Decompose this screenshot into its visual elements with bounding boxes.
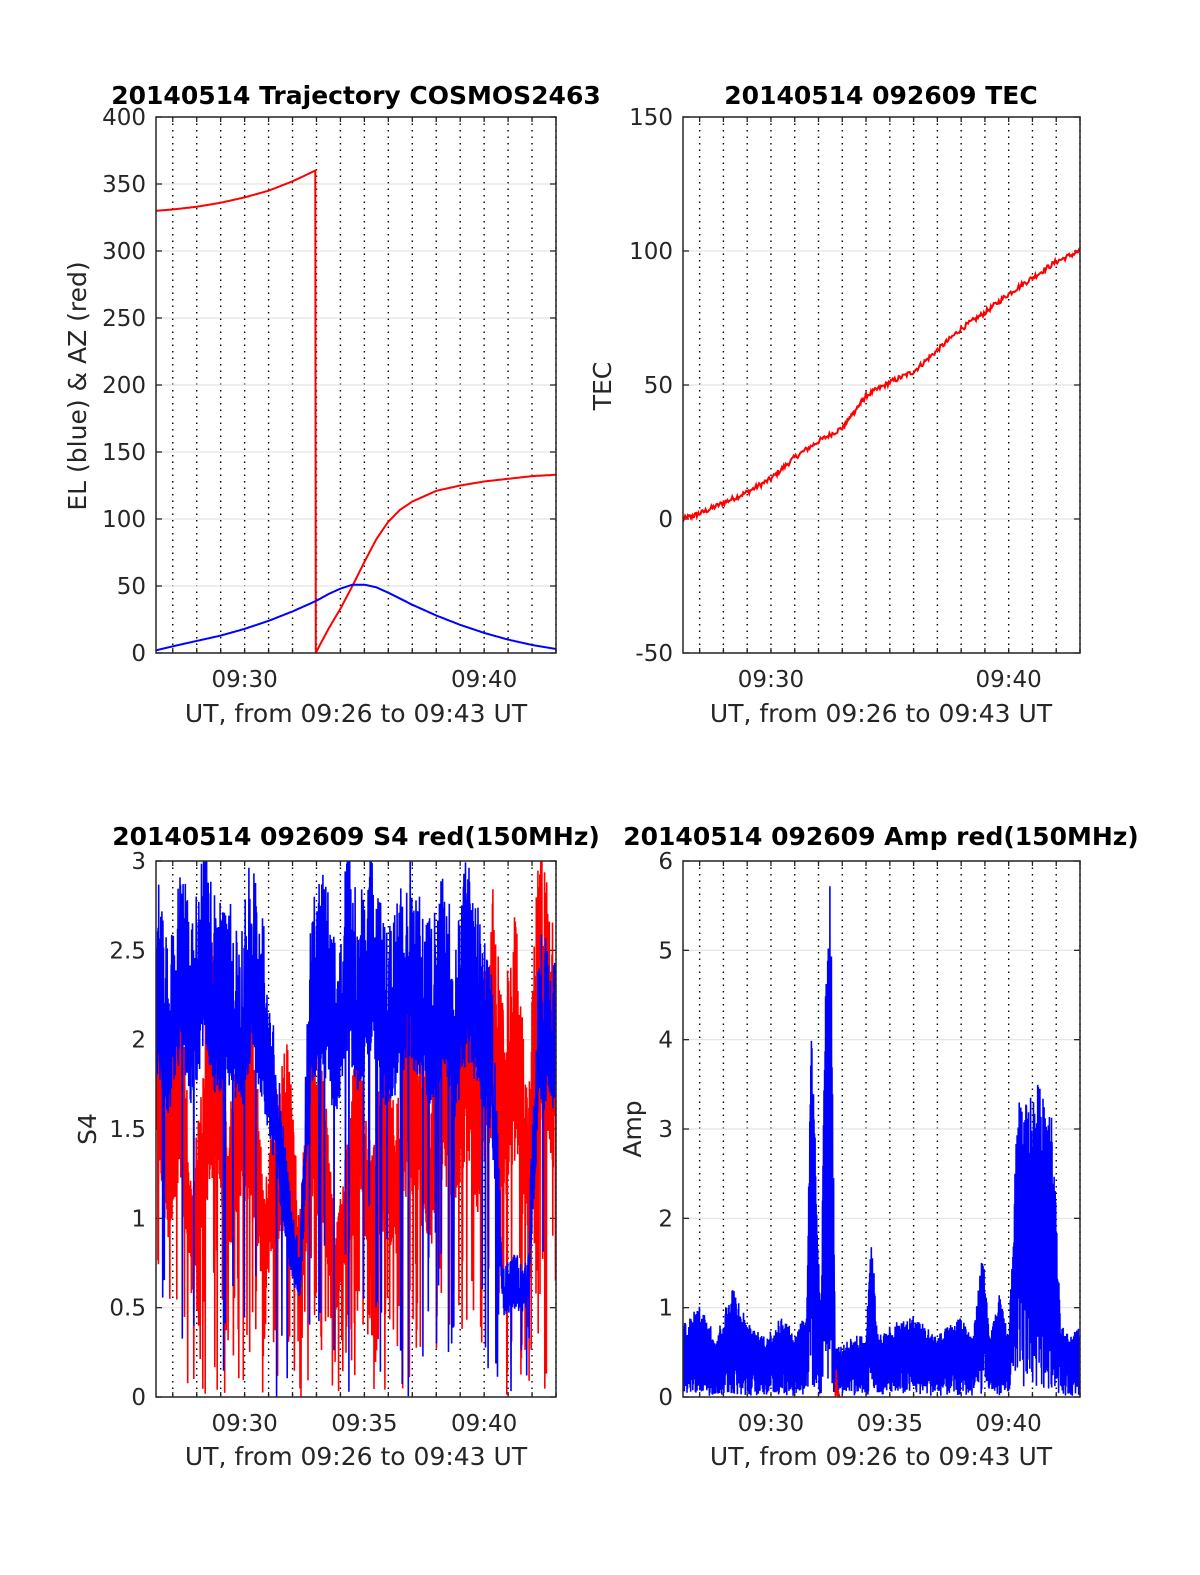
s4-ylabel: S4 [73,1113,102,1145]
tec-axes-frame [682,116,1081,654]
tec-title: 20140514 092609 TEC [724,81,1037,110]
tec-series-0 [683,247,1080,523]
tec-xtick-label: 09:40 [976,667,1042,693]
amp-ytick-label: 6 [658,849,673,875]
tec-ytick-label: 150 [629,105,673,131]
s4-xtick-label: 09:30 [211,1411,277,1437]
s4-panel: 20140514 092609 S4 red(150MHz) 0 0.5 1 1.5 2… [73,822,600,1471]
amp-series-0 [683,886,1080,1396]
trajectory-ytick-label: 0 [131,641,146,667]
amp-ytick-label: 1 [658,1296,673,1322]
trajectory-ytick-label: 150 [102,440,146,466]
s4-ytick-label: 3 [131,849,146,875]
amp-series-1 [834,1369,841,1397]
tec-ylabel: TEC [588,362,617,412]
trajectory-ytick-label: 50 [117,574,146,600]
trajectory-xtick-label: 09:30 [211,667,277,693]
trajectory-ytick-label: 100 [102,507,146,533]
trajectory-ytick-label: 350 [102,172,146,198]
s4-ytick-label: 2 [131,1028,146,1054]
amp-xtick-label: 09:30 [738,1411,804,1437]
amp-title: 20140514 092609 Amp red(150MHz) [623,822,1139,851]
trajectory-axes-frame [155,116,557,654]
s4-xtick-label: 09:35 [331,1411,397,1437]
trajectory-ytick-label: 300 [102,239,146,265]
s4-ytick-label: 2.5 [109,938,146,964]
tec-xtick-label: 09:30 [738,667,804,693]
s4-ytick-label: 0 [131,1385,146,1411]
tec-ytick-label: 100 [629,239,673,265]
amp-ytick-label: 5 [658,938,673,964]
s4-axes-frame [155,860,557,1398]
amp-ytick-label: 3 [658,1117,673,1143]
amp-xtick-label: 09:40 [976,1411,1042,1437]
tec-ytick-label: 0 [658,507,673,533]
amp-ytick-label: 4 [658,1028,673,1054]
trajectory-ytick-label: 400 [102,105,146,131]
trajectory-panel: 20140514 Trajectory COSMOS2463 0 50 100 150… [63,81,601,728]
amp-xlabel: UT, from 09:26 to 09:43 UT [710,1442,1053,1471]
s4-title: 20140514 092609 S4 red(150MHz) [112,822,600,851]
trajectory-xlabel: UT, from 09:26 to 09:43 UT [185,699,528,728]
s4-ytick-label: 1 [131,1206,146,1232]
amp-panel: 20140514 092609 Amp red(150MHz) 0 1 2 3 4 5 6 0… [618,822,1139,1471]
amp-axes-frame [682,860,1081,1398]
trajectory-xtick-label: 09:40 [451,667,517,693]
amp-ytick-label: 0 [658,1385,673,1411]
s4-ytick-label: 0.5 [109,1296,146,1322]
trajectory-ytick-label: 250 [102,306,146,332]
s4-xtick-label: 09:40 [451,1411,517,1437]
amp-xtick-label: 09:35 [857,1411,923,1437]
tec-ytick-label: -50 [635,641,673,667]
trajectory-title: 20140514 Trajectory COSMOS2463 [111,81,601,110]
trajectory-ylabel: EL (blue) & AZ (red) [63,261,92,510]
tec-xlabel: UT, from 09:26 to 09:43 UT [710,699,1053,728]
tec-ytick-label: 50 [644,373,673,399]
tec-panel: 20140514 092609 TEC -50 0 50 100 150 09:30 09:… [588,81,1081,728]
s4-ytick-label: 1.5 [109,1117,146,1143]
trajectory-series-0 [156,169,556,653]
trajectory-series-1 [156,583,556,652]
trajectory-ytick-label: 200 [102,373,146,399]
amp-ytick-label: 2 [658,1206,673,1232]
s4-series-1 [156,861,556,1397]
amp-ylabel: Amp [618,1100,647,1157]
s4-xlabel: UT, from 09:26 to 09:43 UT [185,1442,528,1471]
